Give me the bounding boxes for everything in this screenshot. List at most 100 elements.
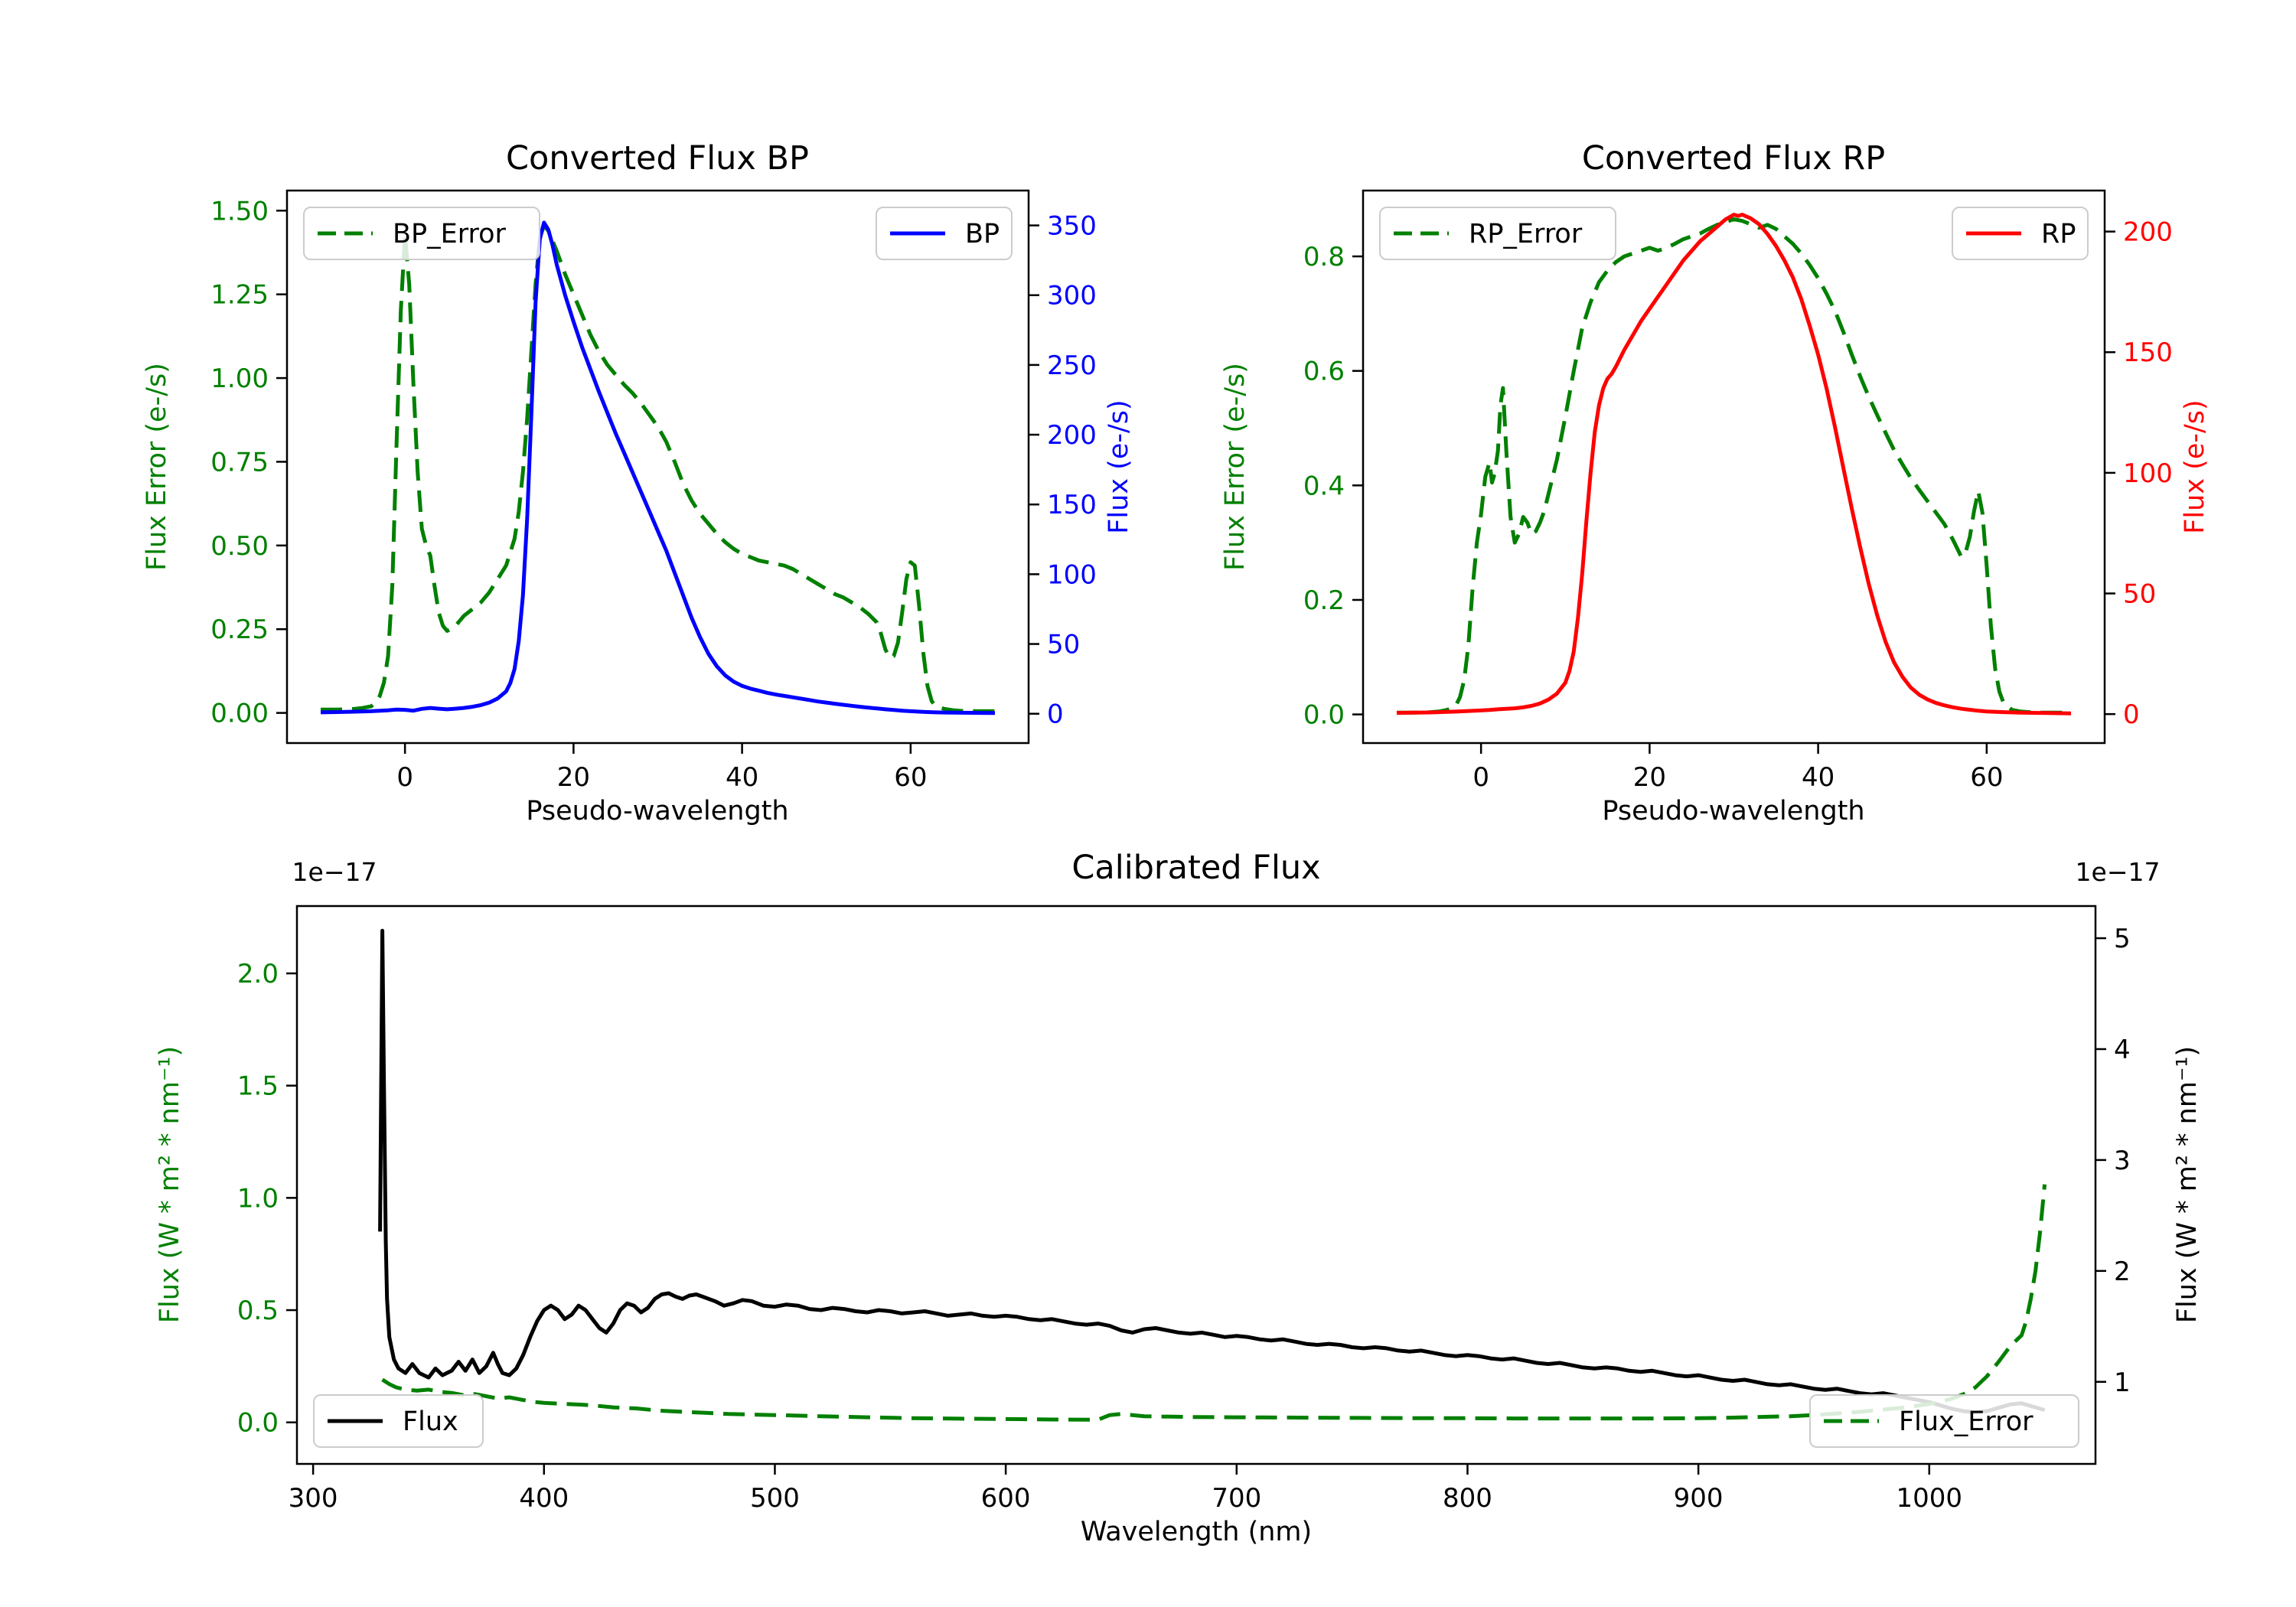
x-tick-label: 0 bbox=[396, 762, 413, 793]
cal-right-offset-text: 1e−17 bbox=[2075, 857, 2161, 887]
legend-RP_Error: RP_Error bbox=[1379, 207, 1616, 260]
y-tick-label: 0.25 bbox=[210, 614, 269, 645]
cal-xaxis-label: Wavelength (nm) bbox=[1080, 1517, 1313, 1547]
legend-label: BP_Error bbox=[393, 219, 507, 249]
x-tick-label: 40 bbox=[726, 762, 758, 793]
y-tick-label: 300 bbox=[1047, 281, 1097, 311]
y-tick-label: 1.00 bbox=[210, 363, 269, 394]
bp-x-ticks: 0 20 40 60 bbox=[396, 743, 927, 793]
x-tick-label: 400 bbox=[519, 1483, 569, 1514]
y-tick-label: 1.25 bbox=[210, 280, 269, 311]
y-tick-label: 0.00 bbox=[210, 699, 269, 729]
bp-series-group bbox=[320, 220, 996, 715]
legend-box bbox=[303, 207, 540, 260]
y-tick-label: 0 bbox=[2123, 699, 2140, 730]
chart-bp: 0 20 40 60 0.00 0.25 0.50 0.75 1.00 1.25 1.50 0 50 10… bbox=[210, 189, 1097, 793]
y-tick-label: 2 bbox=[2114, 1257, 2131, 1287]
cal-title: Calibrated Flux bbox=[1071, 849, 1321, 887]
bp-line-BP bbox=[320, 220, 996, 715]
cal-right-ticks: 1 2 3 4 5 bbox=[2095, 924, 2131, 1398]
rp-title: Converted Flux RP bbox=[1581, 139, 1886, 178]
y-tick-label: 150 bbox=[2123, 337, 2173, 368]
cal-line-Flux bbox=[378, 928, 2046, 1414]
legend-label: Flux_Error bbox=[1899, 1407, 2033, 1437]
y-tick-label: 0.75 bbox=[210, 447, 269, 478]
cal-x-ticks: 300 400 500 600 700 800 900 1000 bbox=[289, 1464, 1962, 1514]
legend-box bbox=[313, 1394, 484, 1448]
x-tick-label: 60 bbox=[1970, 762, 2003, 793]
bp-right-axis-label: Flux (e-/s) bbox=[1104, 399, 1134, 534]
bp-title: Converted Flux BP bbox=[506, 139, 809, 178]
rp-right-axis-label: Flux (e-/s) bbox=[2180, 399, 2210, 534]
legend-label: BP bbox=[965, 219, 1000, 249]
cal-left-offset-text: 1e−17 bbox=[292, 857, 377, 887]
y-tick-label: 0.0 bbox=[1303, 700, 1345, 731]
bp-left-ticks: 0.00 0.25 0.50 0.75 1.00 1.25 1.50 bbox=[210, 196, 287, 729]
rp-left-axis-label: Flux Error (e-/s) bbox=[1220, 363, 1251, 571]
y-tick-label: 0.4 bbox=[1303, 471, 1345, 501]
y-tick-label: 0.2 bbox=[1303, 585, 1345, 616]
legend-label: RP_Error bbox=[1469, 219, 1583, 249]
rp-right-ticks: 0 50 100 150 200 bbox=[2105, 217, 2173, 730]
x-tick-label: 900 bbox=[1674, 1483, 1724, 1514]
cal-right-axis-label: Flux (W * m² * nm⁻¹) bbox=[2172, 1045, 2203, 1324]
rp-axes-frame bbox=[1362, 189, 2106, 745]
cal-left-axis-label: Flux (W * m² * nm⁻¹) bbox=[155, 1045, 185, 1324]
bp-axes-frame bbox=[285, 189, 1030, 745]
y-tick-label: 0.6 bbox=[1303, 357, 1345, 387]
y-tick-label: 4 bbox=[2114, 1035, 2131, 1065]
y-tick-label: 3 bbox=[2114, 1146, 2131, 1176]
rp-xaxis-label: Pseudo-wavelength bbox=[1602, 796, 1865, 826]
y-tick-label: 0 bbox=[1047, 699, 1064, 730]
y-tick-label: 50 bbox=[1047, 630, 1080, 660]
bp-right-ticks: 0 50 100 150 200 250 300 350 bbox=[1029, 211, 1097, 730]
y-tick-label: 150 bbox=[1047, 490, 1097, 520]
rp-line-RP_Error bbox=[1397, 217, 2071, 715]
y-tick-label: 100 bbox=[2123, 458, 2173, 489]
legend-box bbox=[1809, 1394, 2079, 1448]
y-tick-label: 50 bbox=[2123, 579, 2156, 610]
cal-left-ticks: 0.0 0.5 1.0 1.5 2.0 bbox=[237, 959, 297, 1439]
y-tick-label: 0.5 bbox=[237, 1296, 279, 1326]
bp-left-axis-label: Flux Error (e-/s) bbox=[142, 363, 172, 571]
x-tick-label: 800 bbox=[1443, 1483, 1492, 1514]
x-tick-label: 20 bbox=[1633, 762, 1666, 793]
chart-cal: 300 400 500 600 700 800 900 1000 0.0 0.5 1.0 1.5 2.0… bbox=[237, 905, 2131, 1514]
cal-series-group bbox=[378, 928, 2047, 1422]
y-tick-label: 350 bbox=[1047, 211, 1097, 242]
legend-Flux_Error: Flux_Error bbox=[1809, 1394, 2079, 1448]
legend-box bbox=[1379, 207, 1616, 260]
y-tick-label: 0.50 bbox=[210, 531, 269, 562]
x-tick-label: 1000 bbox=[1896, 1483, 1963, 1514]
legend-BP: BP bbox=[876, 207, 1013, 260]
y-tick-label: 5 bbox=[2114, 924, 2131, 954]
x-tick-label: 20 bbox=[557, 762, 590, 793]
x-tick-label: 60 bbox=[894, 762, 927, 793]
legend-BP_Error: BP_Error bbox=[303, 207, 540, 260]
y-tick-label: 1.0 bbox=[237, 1183, 279, 1214]
chart-rp: 0 20 40 60 0.0 0.2 0.4 0.6 0.8 0 50 100 150 200 RP_Err… bbox=[1303, 189, 2173, 793]
x-tick-label: 700 bbox=[1212, 1483, 1261, 1514]
x-tick-label: 40 bbox=[1802, 762, 1835, 793]
y-tick-label: 250 bbox=[1047, 350, 1097, 381]
legend-Flux: Flux bbox=[313, 1394, 484, 1448]
legend-RP: RP bbox=[1952, 207, 2089, 260]
x-tick-label: 600 bbox=[981, 1483, 1031, 1514]
rp-series-group bbox=[1396, 213, 2072, 715]
legend-label: RP bbox=[2041, 219, 2076, 249]
y-tick-label: 2.0 bbox=[237, 959, 279, 989]
y-tick-label: 200 bbox=[2123, 217, 2173, 248]
x-tick-label: 0 bbox=[1473, 762, 1489, 793]
y-tick-label: 200 bbox=[1047, 420, 1097, 451]
y-tick-label: 1 bbox=[2114, 1367, 2131, 1398]
rp-left-ticks: 0.0 0.2 0.4 0.6 0.8 bbox=[1303, 242, 1363, 731]
y-tick-label: 1.5 bbox=[237, 1071, 279, 1102]
rp-x-ticks: 0 20 40 60 bbox=[1473, 743, 2003, 793]
x-tick-label: 500 bbox=[750, 1483, 800, 1514]
y-tick-label: 0.0 bbox=[237, 1408, 279, 1439]
bp-line-BP_Error bbox=[321, 223, 995, 713]
y-tick-label: 100 bbox=[1047, 559, 1097, 590]
rp-line-RP bbox=[1396, 213, 2072, 715]
